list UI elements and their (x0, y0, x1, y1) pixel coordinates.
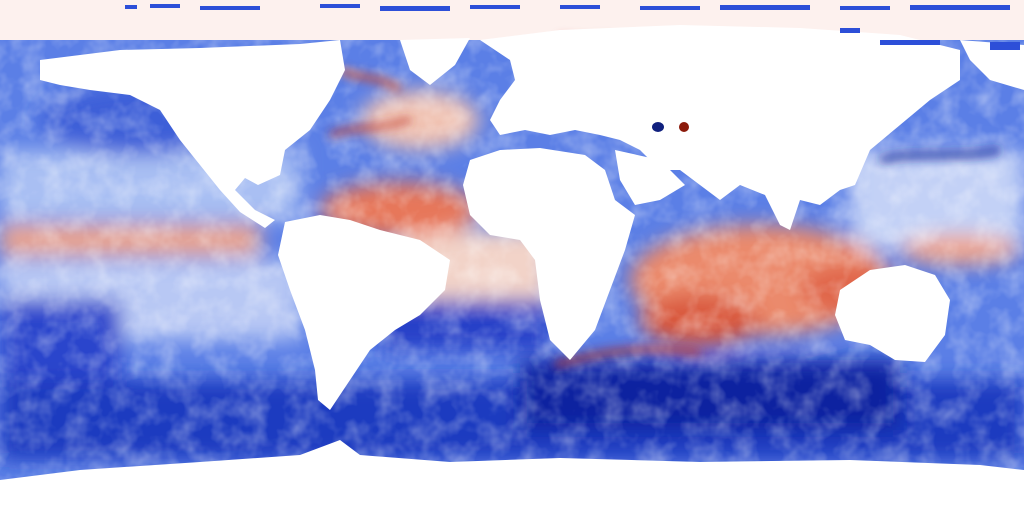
south-america (278, 215, 450, 410)
eurasia (480, 25, 960, 230)
strip (640, 6, 700, 10)
strip (840, 6, 890, 10)
front (554, 346, 701, 368)
north-america (40, 40, 345, 228)
front (329, 117, 411, 138)
strip (200, 6, 260, 10)
strip (720, 5, 810, 10)
strip (320, 4, 360, 8)
antarctica (0, 440, 1024, 512)
lake (679, 122, 689, 132)
arctic-strips (125, 4, 1020, 50)
greenland (400, 38, 470, 85)
caspian-points (652, 122, 689, 132)
strip (150, 4, 180, 8)
strip (990, 42, 1020, 50)
front (338, 67, 402, 93)
strip (470, 5, 520, 9)
strip (560, 5, 600, 9)
strip (910, 5, 1010, 10)
land (0, 25, 1024, 512)
strip (840, 28, 860, 33)
australia (835, 265, 950, 362)
alaska-east (960, 40, 1024, 90)
africa (463, 148, 635, 360)
strip (880, 40, 940, 45)
strip (125, 5, 137, 9)
strip (380, 6, 450, 11)
lake (652, 122, 664, 132)
arabia (615, 150, 685, 205)
front (879, 147, 1001, 163)
